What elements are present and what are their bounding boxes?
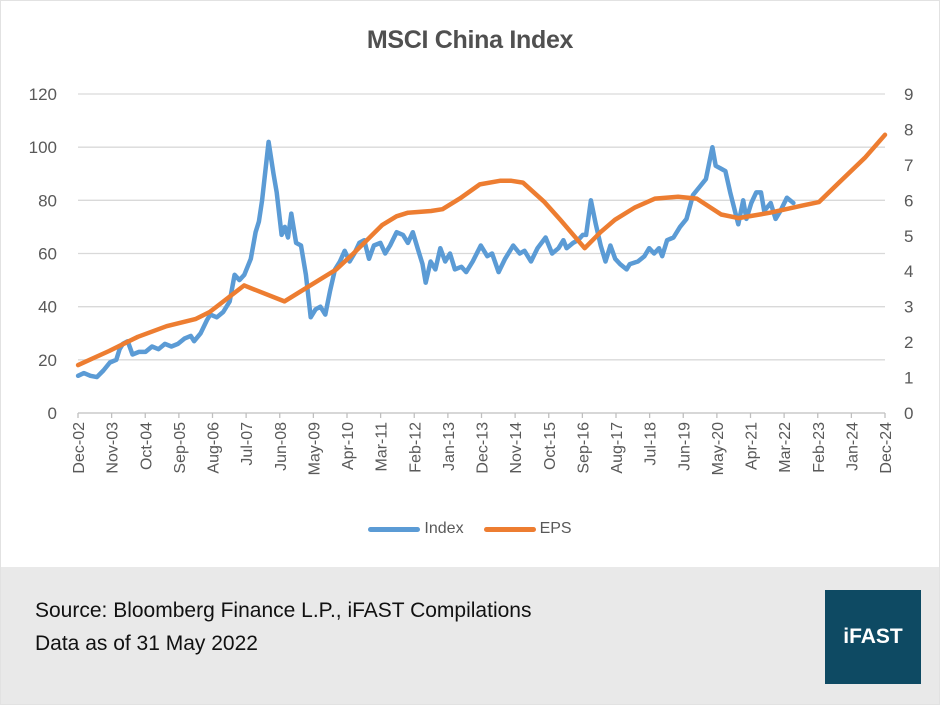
series-line-eps [75,132,888,368]
x-tick-label: Mar-22 [777,422,794,473]
y-left-tick-label: 0 [48,404,57,423]
x-tick-label: Oct-15 [542,422,559,470]
x-tick-label: Feb-23 [811,422,828,473]
x-tick-label: Dec-02 [71,422,88,474]
y-left-tick-label: 120 [29,85,57,104]
series-line-index [75,139,796,380]
x-tick-label: Sep-16 [575,422,592,474]
y-right-tick-label: 5 [904,227,913,246]
chart-legend: Index EPS [0,520,940,538]
ifast-logo: iFAST [825,590,921,684]
x-tick-label: Mar-11 [374,422,391,472]
y-right-tick-label: 7 [904,156,913,175]
x-tick-label: Sep-05 [172,422,189,474]
x-tick-label: Jun-08 [273,422,290,471]
legend-swatch-index [368,526,421,532]
y-right-tick-label: 8 [904,120,913,139]
x-tick-label: Jun-19 [676,422,693,471]
x-tick-label: Apr-21 [744,422,761,470]
y-right-tick-label: 9 [904,85,913,104]
x-tick-label: Apr-10 [340,422,357,470]
x-tick-label: Dec-13 [475,422,492,474]
y-left-tick-label: 60 [38,245,57,264]
chart-canvas: 0 20 40 60 80 100 120 0 1 2 3 4 5 6 7 8 9 Dec-02 Nov-03 Oct… [29,85,914,475]
x-tick-label: Jul-07 [239,422,256,466]
source-note: Source: Bloomberg Finance L.P., iFAST Co… [35,599,532,622]
x-tick-label: Jan-24 [844,422,861,471]
y-left-tick-label: 100 [29,138,57,157]
y-right-tick-label: 2 [904,333,913,352]
x-tick-label: Jan-13 [441,422,458,471]
y-right-tick-label: 1 [904,369,913,388]
x-tick-label: Nov-14 [508,422,525,474]
y-right-tick-label: 0 [904,404,913,423]
y-right-tick-label: 3 [904,298,913,317]
y-right-tick-label: 6 [904,191,913,210]
x-tick-label: May-09 [306,422,323,475]
legend-item-eps: EPS [483,520,572,538]
y-left-tick-label: 80 [38,191,57,210]
y-left-tick-label: 40 [38,298,57,317]
x-tick-label: Dec-24 [878,422,895,474]
legend-swatch-eps [483,526,536,532]
legend-label-eps: EPS [539,520,572,537]
x-tick-label: Oct-04 [138,422,155,470]
legend-label-index: Index [424,520,464,537]
footer-panel [1,567,939,704]
y-right-tick-label: 4 [904,262,913,281]
x-tick-label: Aug-06 [206,422,223,474]
legend-item-index: Index [368,520,464,538]
x-tick-label: Nov-03 [105,422,122,474]
chart-title: MSCI China Index [366,26,574,54]
x-tick-label: Aug-17 [609,422,626,474]
data-date-note: Data as of 31 May 2022 [35,632,258,655]
x-tick-label: May-20 [710,422,727,475]
y-left-tick-label: 20 [38,351,57,370]
x-tick-label: Jul-18 [643,422,660,466]
x-tick-label: Feb-12 [407,422,424,473]
